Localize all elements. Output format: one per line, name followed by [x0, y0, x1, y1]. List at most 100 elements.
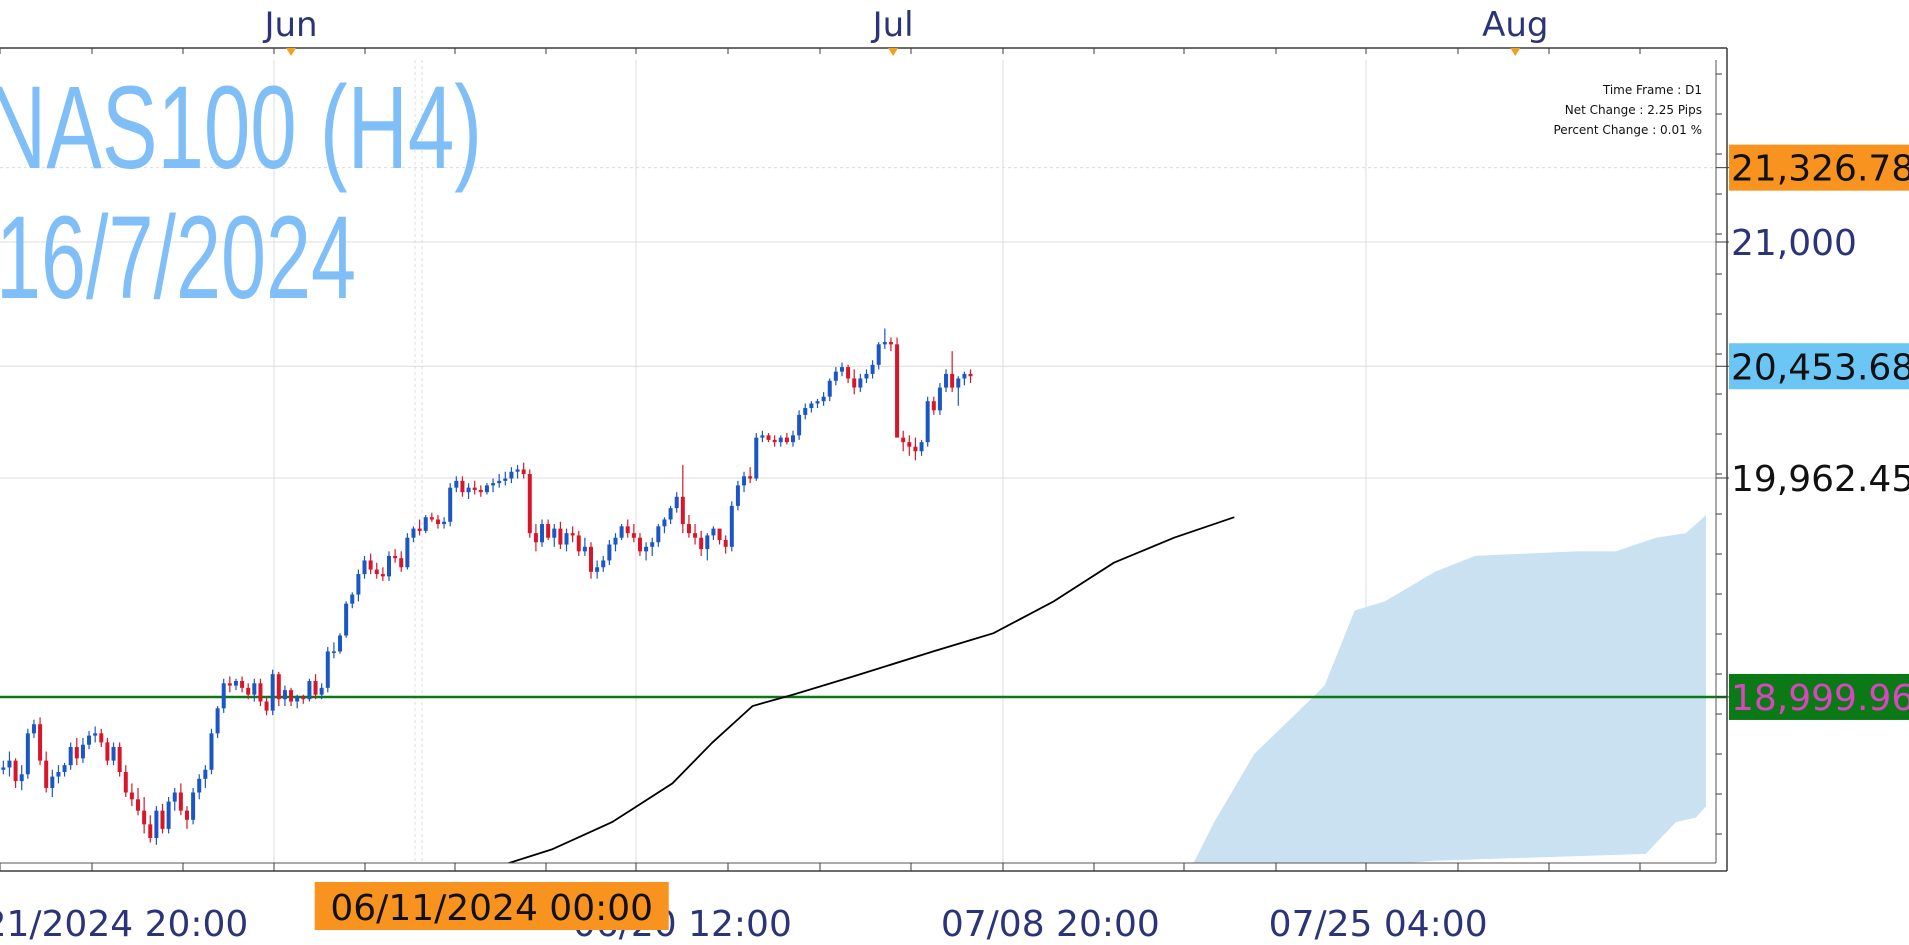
candle-body: [558, 528, 563, 545]
candle-body: [307, 681, 312, 700]
candle-body: [931, 401, 936, 411]
candle-body: [93, 733, 98, 736]
candle-body: [693, 533, 698, 538]
date-label: 05/21/2024 20:00: [0, 904, 248, 945]
chart-subtitle: 16/7/2024: [0, 192, 356, 324]
candle-body: [705, 535, 710, 550]
month-marker-icon: [286, 48, 297, 56]
candle-body: [582, 546, 587, 552]
candle-body: [772, 439, 777, 443]
candle-body: [233, 681, 238, 686]
price-label-2132678: 21,326.78: [1731, 149, 1909, 190]
candle-body: [729, 505, 734, 547]
date-label: 07/25 04:00: [1269, 904, 1488, 945]
candle-body: [123, 772, 128, 793]
candle-body: [172, 792, 177, 802]
candle-body: [99, 733, 104, 743]
candle-body: [570, 533, 575, 536]
candle-body: [62, 765, 67, 773]
candle-body: [925, 401, 930, 443]
candle-body: [197, 778, 202, 793]
candle-body: [270, 674, 275, 711]
candle-body: [546, 524, 551, 538]
price-label-1996245: 19,962.45: [1731, 459, 1909, 500]
price-label-1899996: 18,999.96: [1731, 678, 1909, 719]
candle-body: [625, 526, 630, 534]
candle-body: [435, 519, 440, 525]
info-percent-change: Percent Change : 0.01 %: [1553, 123, 1702, 137]
ichimoku-cloud: [1193, 515, 1706, 863]
candle-body: [803, 408, 808, 415]
candle-body: [191, 792, 196, 820]
candle-body: [491, 483, 496, 486]
candle-body: [503, 478, 508, 481]
candle-body: [466, 487, 471, 493]
candle-body: [821, 396, 826, 402]
candle-body: [319, 687, 324, 695]
candle-body: [148, 824, 153, 838]
candle-body: [25, 733, 30, 775]
info-net-change: Net Change : 2.25 Pips: [1565, 103, 1702, 117]
candle-body: [56, 772, 61, 777]
candle-body: [344, 603, 349, 636]
price-label-2132678-bg: [1729, 144, 1909, 191]
crosshair-date-label: 06/11/2024 00:00: [330, 888, 653, 929]
candle-body: [956, 378, 961, 388]
candle-body: [674, 496, 679, 509]
candle-body: [203, 769, 208, 779]
candle-body: [478, 489, 483, 493]
candle-body: [160, 810, 165, 829]
candle-body: [913, 446, 918, 452]
candle-body: [448, 487, 453, 522]
candle-body: [50, 776, 55, 788]
candle-body: [13, 760, 18, 782]
candle-body: [136, 799, 141, 811]
candle-body: [711, 528, 716, 536]
candle-body: [619, 526, 624, 538]
candle-body: [521, 469, 526, 475]
candle-body: [289, 690, 294, 702]
candle-body: [117, 746, 122, 773]
candle-body: [962, 373, 967, 379]
candle-body: [686, 524, 691, 534]
candle-body: [888, 342, 893, 345]
candle-body: [246, 687, 251, 695]
candle-body: [907, 442, 912, 447]
candle-body: [301, 696, 306, 700]
candle-body: [74, 746, 79, 759]
candle-body: [680, 496, 685, 525]
candle-body: [87, 735, 92, 745]
candle-body: [484, 485, 489, 493]
candle-body: [760, 435, 765, 438]
candle-body: [778, 437, 783, 443]
candle-body: [497, 480, 502, 484]
candle-body: [937, 387, 942, 411]
candle-body: [411, 528, 416, 538]
candle-body: [31, 724, 36, 734]
candle-body: [944, 373, 949, 388]
candle-body: [129, 792, 134, 800]
candle-body: [227, 683, 232, 686]
candle-body: [258, 683, 263, 702]
candle-body: [876, 344, 881, 365]
candle-body: [472, 487, 477, 490]
candle-body: [742, 476, 747, 486]
grid-layer: [0, 60, 1716, 863]
candle-body: [166, 801, 171, 829]
candle-body: [509, 471, 514, 479]
candle-body: [540, 524, 545, 543]
candle-body: [723, 539, 728, 547]
candle-body: [754, 437, 759, 479]
info-time-frame: Time Frame : D1: [1602, 83, 1702, 97]
candle-body: [950, 373, 955, 388]
cloud-area: [1193, 515, 1706, 863]
candle-body: [588, 546, 593, 572]
candle-body: [833, 371, 838, 381]
candle-body: [576, 535, 581, 552]
candle-body: [429, 517, 434, 520]
candle-body: [368, 560, 373, 570]
candle-body: [656, 526, 661, 543]
candle-body: [895, 344, 900, 438]
candle-body: [442, 521, 447, 525]
